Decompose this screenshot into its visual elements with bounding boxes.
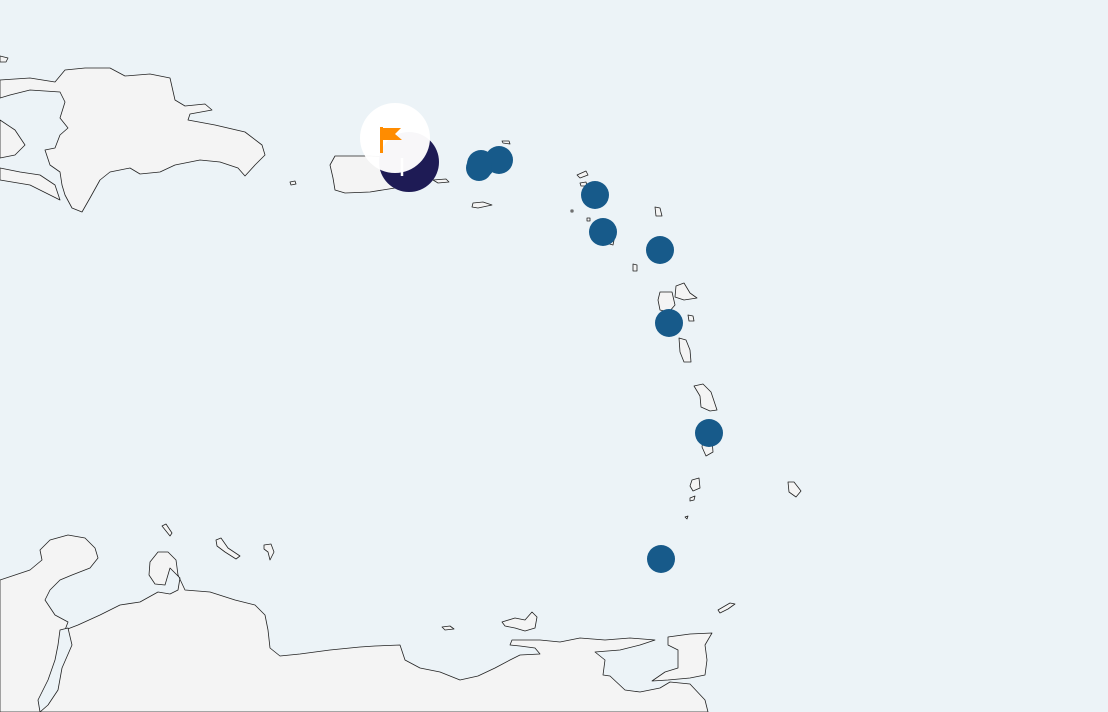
flag-icon — [380, 127, 402, 153]
land-st-vincent — [689, 477, 701, 492]
land-margarita — [441, 611, 538, 632]
land-martinique — [693, 383, 718, 412]
land-marie-galante — [687, 314, 695, 322]
land-islet — [0, 55, 9, 63]
land-dominica — [678, 337, 692, 363]
land-mona — [289, 180, 297, 186]
land-lake-maracaibo — [37, 627, 73, 712]
land-bonaire — [263, 543, 275, 561]
land-st-croix — [471, 201, 493, 209]
land-barbados — [787, 481, 802, 498]
land-south-america — [0, 534, 709, 712]
map-marker[interactable] — [655, 309, 683, 337]
land-trinidad — [651, 632, 713, 682]
map-marker[interactable] — [581, 181, 609, 209]
selected-marker[interactable] — [360, 103, 439, 192]
land-saba — [570, 209, 591, 222]
map-marker[interactable] — [646, 236, 674, 264]
land-hispaniola — [0, 67, 266, 213]
map-marker[interactable] — [466, 155, 492, 181]
land-barbuda — [654, 206, 663, 217]
map-marker[interactable] — [589, 218, 617, 246]
map-marker[interactable] — [647, 545, 675, 573]
land-tobago — [717, 602, 736, 614]
land-vieques — [432, 178, 450, 184]
land-grenadines — [684, 495, 696, 520]
land-montserrat — [632, 263, 638, 272]
land-curacao — [215, 537, 241, 560]
map-marker[interactable] — [485, 146, 513, 174]
map-markers[interactable] — [466, 146, 723, 573]
land-haiti-west — [0, 119, 61, 201]
land-anegada — [501, 140, 511, 145]
land-aruba — [161, 523, 173, 537]
map-marker[interactable] — [695, 419, 723, 447]
